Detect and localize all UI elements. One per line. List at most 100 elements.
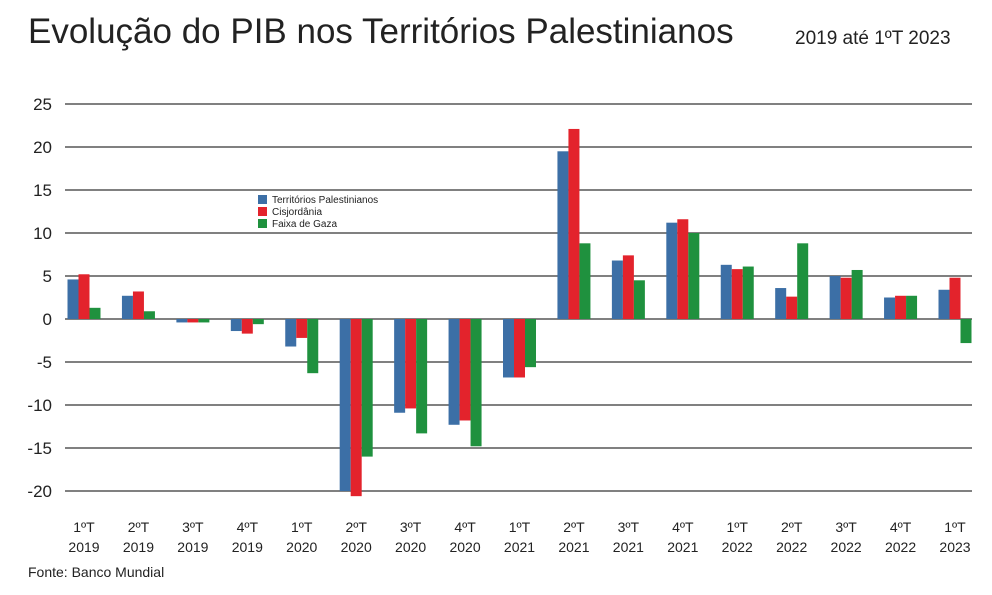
x-tick-label-quarter: 3ºT [182,519,204,535]
x-tick-label-year: 2022 [885,539,916,555]
x-tick-label-quarter: 4ºT [672,519,694,535]
x-tick-label-quarter: 4ºT [454,519,476,535]
bar [557,151,569,319]
x-tick-label-quarter: 1ºT [944,519,966,535]
bar [611,260,623,319]
bar [252,319,264,325]
x-tick-label-quarter: 2ºT [128,519,150,535]
legend-label: Territórios Palestinianos [272,195,378,206]
bar [688,233,700,319]
bar [884,297,896,319]
x-tick-label-year: 2022 [776,539,807,555]
bars [67,128,972,497]
x-tick-label-year: 2021 [558,539,589,555]
bar [339,319,351,491]
bar [143,311,155,319]
x-tick-label-year: 2020 [286,539,317,555]
bar [797,243,809,319]
y-tick-label: 0 [43,310,52,329]
x-tick-label-quarter: 1ºT [727,519,749,535]
bar [579,243,591,319]
bar [350,319,362,497]
bar [906,295,918,319]
bar [132,291,144,319]
bar [416,319,428,434]
bar [394,319,406,413]
x-tick-label-year: 2019 [232,539,263,555]
x-tick-label-year: 2019 [177,539,208,555]
bar [514,319,525,378]
legend-swatch [258,207,267,216]
x-tick-label-year: 2021 [667,539,698,555]
bar [786,296,798,319]
y-axis-ticks: 25 20 15 10 5 0 -5 -10 -15 -20 [27,95,52,501]
x-tick-label-quarter: 3ºT [618,519,640,535]
bar [405,319,417,409]
legend-label: Cisjordânia [272,207,322,218]
bar [187,319,199,323]
bar [775,288,787,319]
x-tick-label-year: 2023 [939,539,970,555]
bar [459,319,471,421]
x-tick-label-quarter: 1ºT [73,519,95,535]
bar [720,264,732,319]
bar [960,319,972,344]
x-tick-label-year: 2020 [341,539,372,555]
legend-label: Faixa de Gaza [272,219,337,230]
bar [666,222,678,319]
source-note: Fonte: Banco Mundial [28,564,165,580]
bar [198,319,210,323]
x-tick-label-year: 2021 [504,539,535,555]
bar [622,255,634,319]
y-tick-label: 10 [33,224,52,243]
bar [307,319,319,374]
x-tick-label-quarter: 1ºT [509,519,531,535]
bar [851,269,863,319]
x-tick-label-year: 2022 [722,539,753,555]
x-tick-label-year: 2022 [831,539,862,555]
x-tick-label-quarter: 2ºT [781,519,803,535]
bar [503,319,514,378]
y-tick-label: -20 [27,482,52,501]
y-tick-label: -15 [27,439,52,458]
x-axis-ticks: 1ºT 2019 2ºT 2019 3ºT 2019 4ºT 2019 1ºT 2020 2ºT 20… [68,519,970,555]
y-tick-label: -5 [37,353,52,372]
x-tick-label-year: 2019 [123,539,154,555]
bar [296,319,308,338]
x-tick-label-quarter: 1ºT [291,519,313,535]
bar [633,280,645,319]
bar [67,279,79,319]
bar [525,319,536,368]
bar [285,319,297,347]
x-tick-label-quarter: 3ºT [835,519,857,535]
bar [78,274,90,319]
x-tick-label-quarter: 2ºT [345,519,367,535]
bar [361,319,373,457]
chart-title: Evolução do PIB nos Territórios Palestin… [28,12,734,51]
x-tick-label-quarter: 4ºT [237,519,259,535]
y-tick-label: 5 [43,267,52,286]
x-tick-label-quarter: 2ºT [563,519,585,535]
y-tick-label: -10 [27,396,52,415]
bar [176,319,188,323]
chart-subtitle: 2019 até 1ºT 2023 [795,28,951,49]
bar [840,277,852,319]
y-tick-label: 20 [33,138,52,157]
bar [731,269,743,319]
bar [241,319,253,334]
x-tick-label-year: 2020 [449,539,480,555]
x-tick-label-year: 2021 [613,539,644,555]
bar [89,307,101,319]
bar [742,266,754,319]
bar [829,276,841,319]
x-tick-label-year: 2019 [68,539,99,555]
bar [121,295,133,319]
x-tick-label-quarter: 3ºT [400,519,422,535]
legend-swatch [258,219,267,228]
bar [448,319,460,425]
y-tick-label: 25 [33,95,52,114]
x-tick-label-year: 2020 [395,539,426,555]
bar [938,289,950,319]
bar [677,219,689,319]
